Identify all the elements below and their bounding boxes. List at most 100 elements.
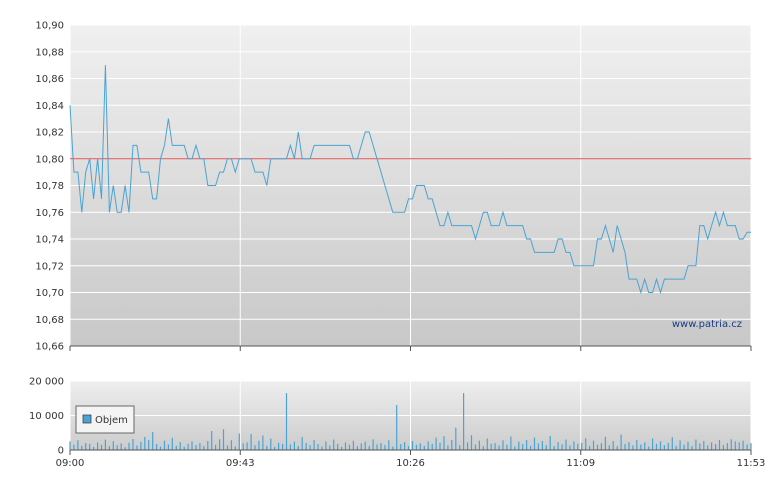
volume-bar bbox=[474, 444, 477, 450]
volume-bar bbox=[199, 443, 201, 450]
volume-bar bbox=[750, 443, 752, 450]
price-y-tick-label: 10,72 bbox=[35, 261, 64, 272]
volume-bar bbox=[246, 442, 248, 450]
volume-bar bbox=[612, 441, 614, 450]
volume-bar bbox=[392, 446, 394, 450]
volume-bar bbox=[171, 437, 173, 450]
volume-bar bbox=[679, 440, 681, 450]
volume-bar bbox=[175, 445, 177, 450]
volume-bar bbox=[183, 446, 185, 450]
volume-bar bbox=[730, 439, 732, 450]
volume-bar bbox=[592, 440, 595, 450]
volume-bar bbox=[321, 446, 323, 450]
volume-bar bbox=[467, 442, 469, 450]
volume-bar bbox=[163, 440, 166, 450]
volume-bar bbox=[596, 444, 599, 450]
price-series-line bbox=[69, 65, 751, 295]
volume-bar bbox=[203, 446, 205, 450]
volume-bar bbox=[250, 434, 252, 450]
volume-bar bbox=[659, 441, 662, 450]
volume-bar bbox=[451, 440, 453, 450]
price-y-tick-label: 10,78 bbox=[35, 181, 64, 192]
volume-bar bbox=[372, 439, 374, 450]
volume-bar bbox=[718, 440, 721, 450]
volume-bar bbox=[108, 446, 110, 450]
volume-bar bbox=[644, 442, 646, 450]
volume-bar bbox=[400, 444, 402, 450]
volume-bar bbox=[380, 443, 382, 450]
volume-bar bbox=[715, 444, 717, 450]
volume-bar bbox=[73, 444, 75, 450]
volume-bar bbox=[415, 444, 417, 450]
legend-label: Objem bbox=[95, 415, 128, 426]
volume-bar bbox=[494, 443, 496, 450]
price-y-tick-label: 10,90 bbox=[35, 21, 64, 32]
volume-bar bbox=[191, 441, 193, 450]
watermark: www.patria.cz bbox=[672, 319, 742, 330]
price-y-tick-label: 10,86 bbox=[35, 74, 64, 85]
volume-bar bbox=[459, 445, 461, 450]
volume-bar bbox=[549, 435, 551, 450]
volume-bar bbox=[179, 442, 181, 450]
volume-bar bbox=[384, 445, 386, 450]
volume-bar bbox=[167, 444, 169, 450]
volume-bar bbox=[569, 445, 571, 450]
volume-bar bbox=[640, 444, 642, 450]
volume-bar bbox=[285, 393, 288, 450]
volume-bar bbox=[337, 443, 339, 450]
price-y-tick-label: 10,88 bbox=[35, 47, 64, 58]
volume-bar bbox=[144, 436, 146, 450]
volume-bar bbox=[152, 432, 154, 450]
volume-bar bbox=[148, 440, 150, 450]
volume-bar bbox=[557, 442, 559, 450]
volume-bar bbox=[317, 444, 319, 450]
volume-bar bbox=[136, 445, 138, 450]
volume-bar bbox=[407, 446, 410, 450]
volume-legend: Objem bbox=[75, 405, 135, 434]
price-y-axis: 10,66 10,68 10,70 10,72 10,74 10,76 10,78 10,80… bbox=[35, 21, 64, 353]
volume-bar bbox=[289, 444, 291, 450]
volume-bar bbox=[360, 443, 362, 450]
volume-y-tick-label: 20 000 bbox=[29, 377, 64, 388]
volume-bar bbox=[230, 440, 232, 450]
volume-bar bbox=[423, 445, 425, 450]
volume-bar bbox=[301, 437, 303, 450]
volume-bar bbox=[356, 446, 358, 450]
volume-bar bbox=[435, 437, 437, 450]
volume-bar bbox=[738, 442, 740, 450]
volume-bar bbox=[69, 441, 71, 450]
volume-bar bbox=[341, 446, 343, 450]
volume-bar bbox=[116, 445, 118, 450]
volume-bar bbox=[270, 438, 272, 450]
volume-bar bbox=[329, 445, 331, 450]
volume-bar bbox=[120, 443, 122, 450]
volume-bar bbox=[278, 442, 280, 450]
volume-bar bbox=[159, 446, 162, 450]
volume-bar bbox=[565, 439, 567, 450]
volume-bar bbox=[699, 443, 701, 450]
volume-bar bbox=[691, 446, 693, 450]
volume-bar bbox=[187, 443, 189, 450]
volume-bar bbox=[683, 444, 685, 450]
volume-bar bbox=[522, 444, 524, 450]
volume-bar bbox=[258, 440, 260, 450]
volume-bar bbox=[81, 445, 83, 450]
volume-bar bbox=[628, 442, 630, 450]
volume-bar bbox=[305, 443, 307, 450]
volume-bar bbox=[482, 446, 484, 450]
volume-bar bbox=[648, 446, 650, 450]
volume-bar bbox=[234, 446, 236, 450]
volume-bar bbox=[447, 445, 449, 450]
volume-bar bbox=[577, 443, 579, 450]
volume-bar bbox=[112, 441, 114, 450]
price-y-tick-label: 10,74 bbox=[35, 235, 64, 246]
volume-y-tick-label: 10 000 bbox=[29, 411, 64, 422]
volume-bar bbox=[132, 439, 134, 450]
price-y-tick-label: 10,82 bbox=[35, 128, 64, 139]
volume-bar bbox=[711, 442, 713, 450]
volume-bar bbox=[195, 445, 197, 450]
price-y-tick-label: 10,80 bbox=[35, 154, 64, 165]
volume-bar bbox=[128, 442, 130, 450]
volume-bar bbox=[364, 441, 366, 450]
volume-bar bbox=[502, 440, 504, 450]
